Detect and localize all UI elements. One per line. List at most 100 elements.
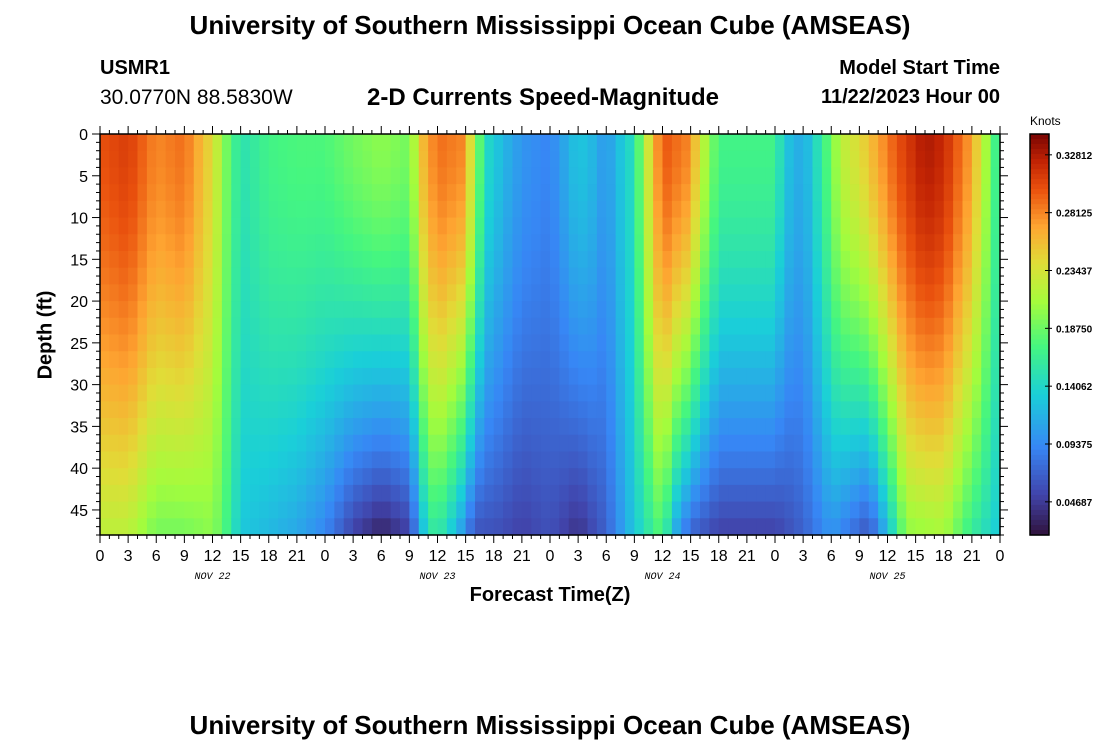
heatmap-cell — [643, 501, 654, 519]
heatmap-cell — [137, 468, 148, 486]
heatmap-cell — [137, 200, 148, 219]
heatmap-cell — [296, 301, 307, 319]
heatmap-cell — [446, 418, 457, 436]
heatmap-cell — [793, 401, 804, 419]
heatmap-cell — [662, 250, 673, 269]
heatmap-cell — [240, 418, 251, 436]
heatmap-cell — [559, 367, 570, 386]
heatmap-cell — [353, 484, 364, 503]
heatmap-cell — [653, 334, 664, 352]
heatmap-cell — [568, 200, 579, 219]
heatmap-cell — [343, 434, 354, 453]
heatmap-cell — [990, 367, 1001, 386]
heatmap-cell — [690, 234, 701, 252]
heatmap-cell — [512, 184, 523, 202]
heatmap-cell — [906, 468, 917, 486]
heatmap-cell — [437, 451, 448, 469]
heatmap-cell — [184, 351, 195, 369]
heatmap-cell — [953, 501, 964, 519]
heatmap-cell — [765, 134, 776, 152]
heatmap-cell — [325, 401, 335, 419]
heatmap-cell — [859, 301, 870, 319]
heatmap-cell — [831, 351, 842, 369]
heatmap-cell — [146, 434, 157, 453]
heatmap-cell — [343, 334, 354, 352]
colorbar-segment — [1030, 504, 1049, 511]
heatmap-cell — [587, 434, 598, 453]
colorbar-segment — [1030, 494, 1049, 501]
heatmap-cell — [906, 317, 917, 336]
heatmap-cell — [756, 134, 767, 152]
heatmap-cell — [587, 250, 598, 269]
heatmap-cell — [550, 301, 560, 319]
heatmap-cell — [446, 284, 457, 302]
heatmap-cell — [634, 267, 645, 285]
heatmap-cell — [100, 217, 110, 235]
heatmap-cell — [775, 217, 785, 235]
heatmap-cell — [962, 250, 973, 269]
heatmap-cell — [540, 518, 551, 536]
heatmap-cell — [793, 301, 804, 319]
heatmap-cell — [746, 167, 757, 185]
heatmap-cell — [728, 301, 739, 319]
heatmap-cell — [259, 184, 270, 202]
heatmap-cell — [203, 484, 214, 503]
heatmap-cell — [559, 267, 570, 285]
heatmap-cell — [831, 518, 842, 536]
colorbar-units: Knots — [1030, 114, 1061, 128]
heatmap-cell — [296, 267, 307, 285]
heatmap-cell — [475, 184, 485, 202]
heatmap-cell — [709, 167, 720, 185]
heatmap-cell — [775, 484, 785, 503]
heatmap-cell — [981, 401, 992, 419]
heatmap-cell — [259, 501, 270, 519]
heatmap-cell — [887, 184, 898, 202]
heatmap-cell — [165, 418, 176, 436]
heatmap-cell — [268, 401, 279, 419]
heatmap-cell — [728, 267, 739, 285]
heatmap-cell — [971, 317, 982, 336]
heatmap-cell — [990, 200, 1001, 219]
heatmap-cell — [840, 301, 851, 319]
heatmap-cell — [859, 518, 870, 536]
heatmap-cell — [550, 234, 560, 252]
heatmap-cell — [840, 167, 851, 185]
heatmap-cell — [306, 418, 317, 436]
heatmap-cell — [240, 184, 251, 202]
heatmap-cell — [250, 301, 260, 319]
heatmap-cell — [315, 468, 326, 486]
heatmap-cell — [296, 317, 307, 336]
heatmap-cell — [278, 351, 289, 369]
heatmap-cell — [765, 418, 776, 436]
heatmap-cell — [859, 284, 870, 302]
heatmap-cell — [475, 468, 485, 486]
heatmap-cell — [718, 367, 729, 386]
heatmap-cell — [606, 250, 617, 269]
heatmap-cell — [353, 167, 364, 185]
heatmap-cell — [840, 217, 851, 235]
heatmap-cell — [887, 217, 898, 235]
heatmap-cell — [268, 184, 279, 202]
heatmap-cell — [493, 468, 504, 486]
heatmap-cell — [971, 384, 982, 402]
colorbar — [1030, 134, 1049, 536]
heatmap-cell — [906, 334, 917, 352]
heatmap-cell — [737, 418, 748, 436]
heatmap-cell — [943, 451, 954, 469]
heatmap-cell — [671, 184, 682, 202]
heatmap-cell — [146, 134, 157, 152]
heatmap-cell — [418, 434, 429, 453]
heatmap-cell — [943, 217, 954, 235]
heatmap-cell — [353, 250, 364, 269]
heatmap-cell — [578, 468, 589, 486]
heatmap-cell — [831, 250, 842, 269]
heatmap-cell — [962, 234, 973, 252]
heatmap-cell — [812, 250, 823, 269]
heatmap-cell — [343, 167, 354, 185]
heatmap-cell — [700, 334, 710, 352]
heatmap-cell — [971, 217, 982, 235]
heatmap-cell — [981, 518, 992, 536]
heatmap-cell — [943, 184, 954, 202]
heatmap-cell — [953, 451, 964, 469]
heatmap-cell — [643, 167, 654, 185]
